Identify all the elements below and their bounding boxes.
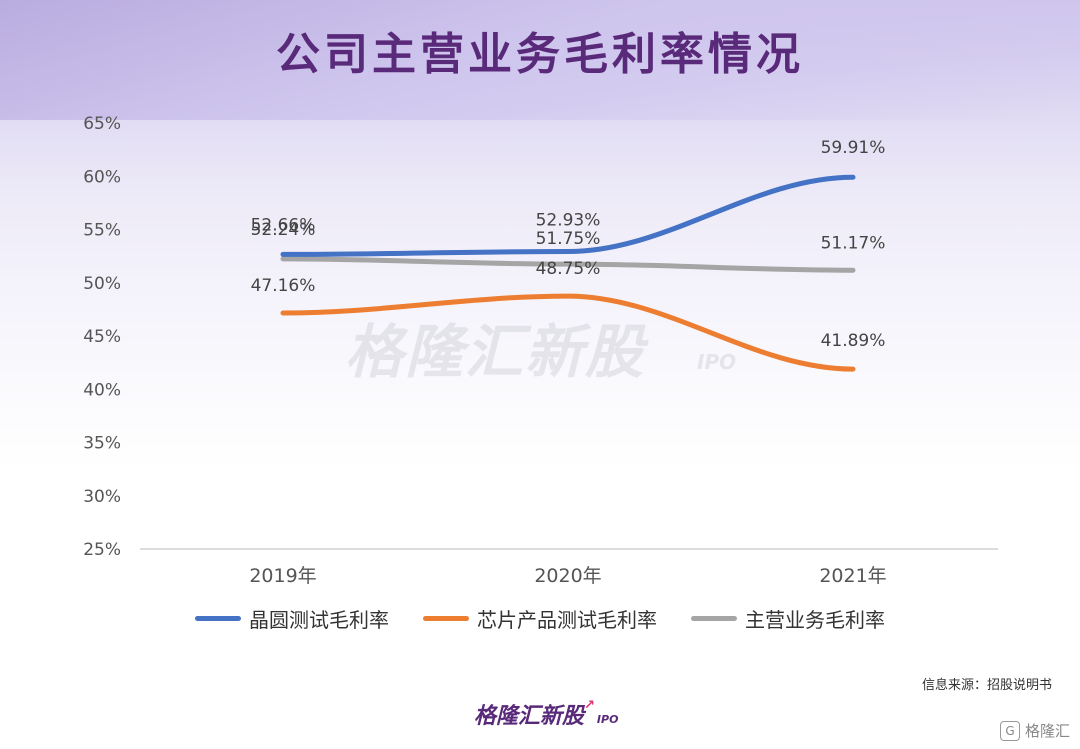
y-tick-label: 65% <box>83 114 121 134</box>
series-line <box>280 293 856 372</box>
x-tick-label: 2021年 <box>819 565 886 587</box>
data-label: 51.17% <box>821 233 886 253</box>
y-tick-label: 40% <box>83 380 121 400</box>
source-note: 信息来源：招股说明书 <box>921 678 1052 693</box>
y-tick-label: 25% <box>83 540 121 560</box>
y-tick-label: 45% <box>83 327 121 347</box>
y-tick-label: 50% <box>83 274 121 294</box>
data-label: 41.89% <box>821 331 886 351</box>
brand-logo-text: 格隆汇新股 <box>474 704 585 729</box>
data-label: 52.93% <box>536 211 601 231</box>
data-label: 52.66% <box>251 215 316 235</box>
data-label: 52.24% <box>251 220 316 240</box>
series-line <box>280 256 856 273</box>
data-label: 59.91% <box>821 138 886 158</box>
legend-swatch <box>195 616 241 621</box>
corner-brand: G 格隆汇 <box>999 720 1070 741</box>
x-tick-label: 2019年 <box>249 565 316 587</box>
legend-item: 芯片产品测试毛利率 <box>423 604 657 633</box>
data-label: 48.75% <box>536 259 601 279</box>
brand-logo: 格隆汇新股↗IPO <box>474 698 618 730</box>
brand-icon: G <box>999 720 1020 741</box>
legend-swatch <box>423 616 469 621</box>
chart-title: 公司主营业务毛利率情况 <box>276 29 804 80</box>
legend-swatch <box>691 616 737 621</box>
y-tick-label: 30% <box>83 487 121 507</box>
legend-label: 芯片产品测试毛利率 <box>477 608 657 632</box>
corner-brand-text: 格隆汇 <box>1024 722 1070 740</box>
data-label: 47.16% <box>251 276 316 296</box>
y-tick-label: 60% <box>83 167 121 187</box>
line-chart: 25% 30% 35% 40% 45% 50% 55% 60% 65% 2019年 2020年 202… <box>83 114 998 587</box>
legend-item: 主营业务毛利率 <box>691 604 885 633</box>
legend: 晶圆测试毛利率 芯片产品测试毛利率 主营业务毛利率 <box>0 604 1080 633</box>
legend-item: 晶圆测试毛利率 <box>195 604 389 633</box>
watermark-sub: IPO <box>697 350 737 374</box>
legend-label: 主营业务毛利率 <box>745 608 885 632</box>
x-tick-label: 2020年 <box>534 565 601 587</box>
legend-label: 晶圆测试毛利率 <box>249 608 389 632</box>
brand-logo-sub: IPO <box>596 713 619 726</box>
trend-arrow-icon: ↗ <box>584 698 595 713</box>
series-line <box>280 174 856 257</box>
header-background <box>0 0 1080 120</box>
data-label: 51.75% <box>536 229 601 249</box>
y-tick-label: 35% <box>83 434 121 454</box>
watermark-text: 格隆汇新股 <box>345 318 646 386</box>
y-tick-label: 55% <box>83 221 121 241</box>
